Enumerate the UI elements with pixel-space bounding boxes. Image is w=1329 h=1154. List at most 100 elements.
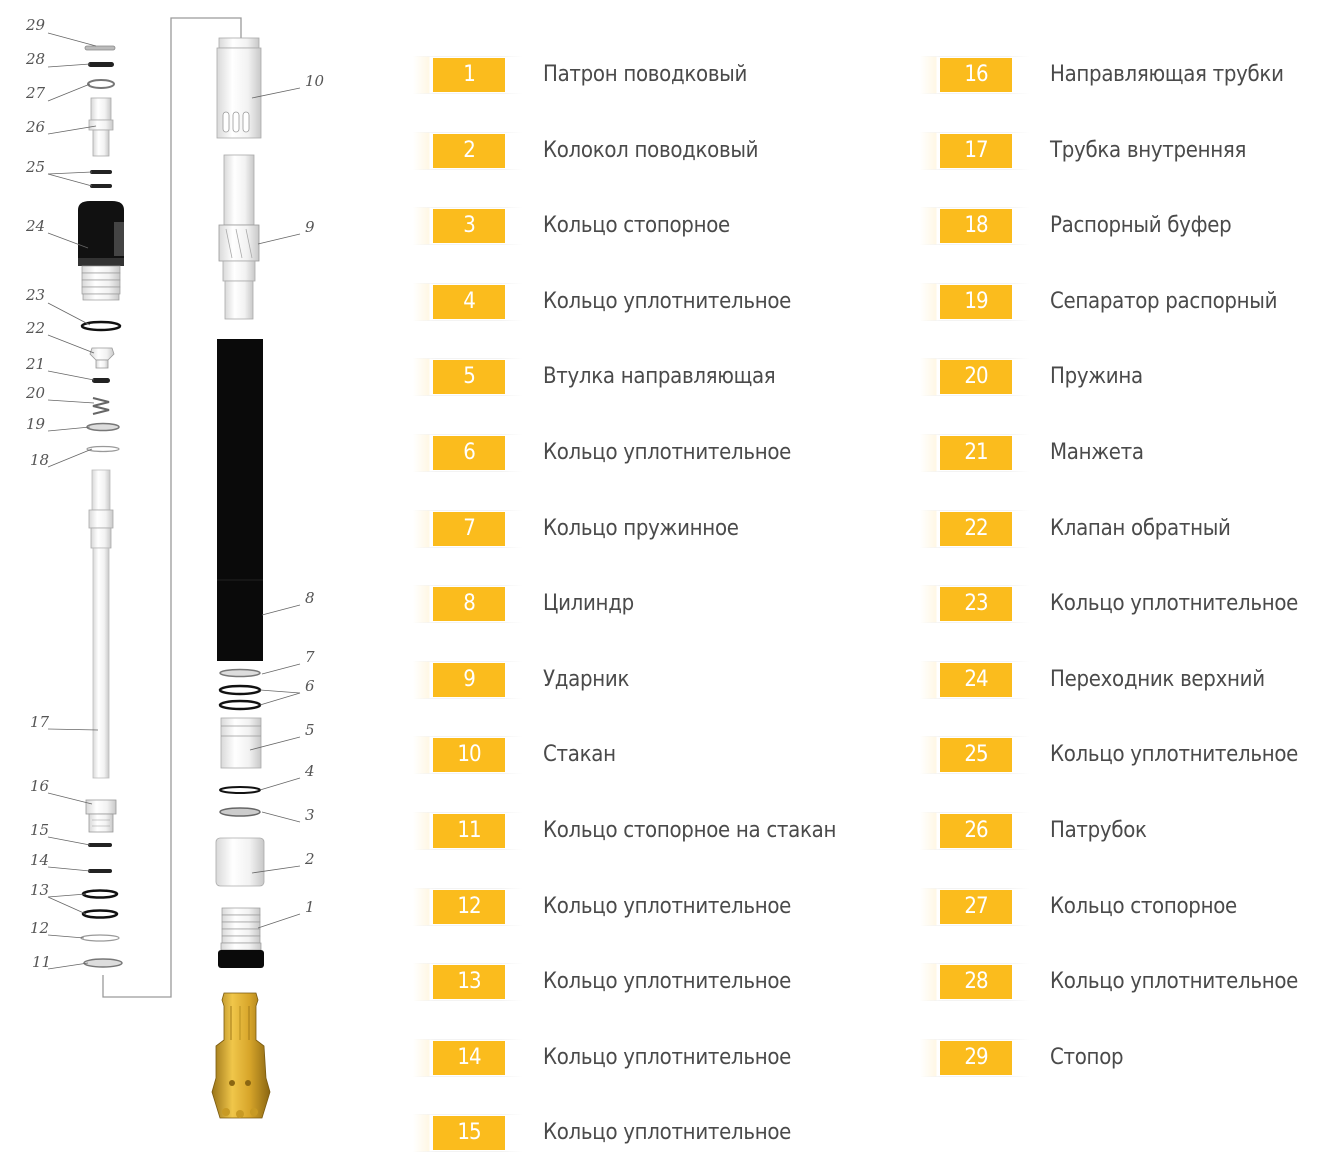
part-4-seal-ring	[219, 786, 261, 794]
part-name: Переходник верхний	[1050, 667, 1265, 692]
part-name: Кольцо уплотнительное	[543, 894, 792, 919]
part-number: 29	[940, 1041, 1012, 1075]
part-number: 17	[940, 134, 1012, 168]
part-18-spacer-buffer	[86, 445, 120, 453]
part-number: 20	[940, 360, 1012, 394]
part-number-badge: 23	[920, 585, 1030, 623]
part-number: 15	[433, 1116, 505, 1150]
part-number-badge: 7	[413, 510, 523, 548]
part-name: Кольцо стопорное на стакан	[543, 818, 837, 843]
part-number: 5	[433, 360, 505, 394]
part-name: Кольцо уплотнительное	[1050, 591, 1299, 616]
part-17-inner-tube	[88, 469, 114, 779]
part-number-badge: 4	[413, 283, 523, 321]
exploded-assembly-diagram: 29 28 27 26 25 24 23 22 21 20 19 18 17 1…	[25, 16, 325, 1119]
svg-text:5: 5	[305, 721, 315, 739]
drill-bit	[211, 992, 271, 1119]
part-name: Направляющая трубки	[1050, 62, 1284, 87]
svg-text:18: 18	[30, 451, 49, 469]
part-number-badge: 8	[413, 585, 523, 623]
part-15-seal-ring	[88, 843, 112, 847]
part-6-seal-rings	[218, 684, 262, 711]
part-name: Манжета	[1050, 440, 1144, 465]
part-name: Кольцо пружинное	[543, 516, 739, 541]
part-number-badge: 24	[920, 661, 1030, 699]
part-number: 3	[433, 209, 505, 243]
svg-text:1: 1	[305, 898, 315, 916]
part-number-badge: 19	[920, 283, 1030, 321]
part-name: Кольцо уплотнительное	[543, 1120, 792, 1145]
part-name: Кольцо уплотнительное	[1050, 742, 1299, 767]
part-number: 9	[433, 663, 505, 697]
svg-text:8: 8	[305, 589, 315, 607]
part-number-badge: 11	[413, 812, 523, 850]
svg-text:2: 2	[304, 850, 315, 868]
part-10-cup	[216, 37, 262, 139]
part-29-stopper	[84, 45, 116, 51]
part-number-badge: 29	[920, 1039, 1030, 1077]
part-25-seal-rings	[90, 170, 112, 188]
part-20-spring	[92, 397, 110, 415]
svg-text:22: 22	[25, 319, 45, 337]
part-2-drive-bell	[215, 837, 265, 887]
part-23-seal-ring	[80, 320, 122, 332]
part-number: 26	[940, 814, 1012, 848]
part-number-badge: 16	[920, 56, 1030, 94]
part-number-badge: 26	[920, 812, 1030, 850]
part-number-badge: 14	[413, 1039, 523, 1077]
svg-text:23: 23	[25, 286, 45, 304]
part-name: Кольцо стопорное	[543, 213, 730, 238]
part-number: 10	[433, 738, 505, 772]
assembly-connector-line	[102, 17, 242, 998]
part-number-badge: 9	[413, 661, 523, 699]
part-number: 18	[940, 209, 1012, 243]
part-3-lock-ring	[219, 807, 261, 817]
part-12-seal-ring	[80, 934, 120, 942]
part-number-badge: 15	[413, 1114, 523, 1152]
part-number: 4	[433, 285, 505, 319]
part-14-seal-ring	[88, 869, 112, 873]
svg-text:24: 24	[25, 217, 45, 235]
part-name: Клапан обратный	[1050, 516, 1231, 541]
svg-text:16: 16	[30, 777, 50, 795]
part-number-badge: 6	[413, 434, 523, 472]
part-number: 6	[433, 436, 505, 470]
svg-text:28: 28	[25, 50, 45, 68]
part-number: 19	[940, 285, 1012, 319]
part-name: Кольцо уплотнительное	[1050, 969, 1299, 994]
part-number: 11	[433, 814, 505, 848]
part-name: Кольцо уплотнительное	[543, 1045, 792, 1070]
svg-text:14: 14	[30, 851, 49, 869]
part-number-badge: 18	[920, 207, 1030, 245]
svg-text:4: 4	[304, 762, 315, 780]
part-number: 2	[433, 134, 505, 168]
part-number: 14	[433, 1041, 505, 1075]
svg-text:26: 26	[25, 118, 46, 136]
part-number-badge: 28	[920, 963, 1030, 1001]
part-19-spacer-separator	[86, 422, 120, 432]
part-name: Распорный буфер	[1050, 213, 1232, 238]
part-number: 28	[940, 965, 1012, 999]
part-name: Кольцо уплотнительное	[543, 969, 792, 994]
svg-text:7: 7	[305, 648, 315, 666]
svg-text:9: 9	[305, 218, 315, 236]
part-28-seal-ring	[88, 62, 114, 67]
part-name: Патрон поводковый	[543, 62, 748, 87]
part-1-driver-chuck	[218, 907, 264, 968]
svg-text:17: 17	[30, 713, 50, 731]
part-name: Ударник	[543, 667, 630, 692]
part-name: Цилиндр	[543, 591, 634, 616]
part-number: 24	[940, 663, 1012, 697]
part-24-top-sub	[78, 201, 124, 301]
part-13-seal-rings	[81, 889, 119, 919]
part-11-cup-lock-ring	[83, 958, 123, 968]
part-8-cylinder	[217, 339, 263, 661]
part-name: Втулка направляющая	[543, 364, 776, 389]
part-number-badge: 1	[413, 56, 523, 94]
part-name: Трубка внутренняя	[1050, 138, 1247, 163]
part-number-badge: 2	[413, 132, 523, 170]
svg-text:6: 6	[305, 677, 315, 695]
part-22-check-valve	[89, 347, 115, 369]
svg-text:15: 15	[30, 821, 49, 839]
part-number: 23	[940, 587, 1012, 621]
